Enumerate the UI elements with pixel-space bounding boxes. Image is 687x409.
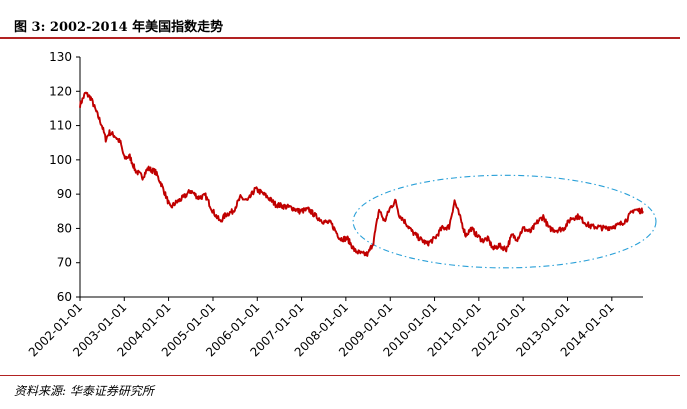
y-tick-label: 130 <box>49 50 72 64</box>
highlight-ellipse-layer <box>352 174 657 269</box>
y-tick-label: 100 <box>49 153 72 167</box>
source-note: 资料来源: 华泰证券研究所 <box>14 384 154 398</box>
y-tick-label: 120 <box>49 84 72 98</box>
title-divider <box>0 37 680 39</box>
y-tick-label: 110 <box>49 119 72 133</box>
highlight-ellipse <box>352 174 657 269</box>
chart-axes: 607080901001101201302002-01-012003-01-01… <box>26 50 643 359</box>
series-line <box>79 91 644 257</box>
chart-canvas: 607080901001101201302002-01-012003-01-01… <box>26 50 657 359</box>
chart-title: 图 3: 2002-2014 年美国指数走势 <box>14 20 224 35</box>
y-tick-label: 60 <box>57 290 72 304</box>
footer-divider <box>0 375 680 376</box>
y-tick-label: 90 <box>57 187 72 201</box>
y-tick-label: 80 <box>57 221 72 235</box>
series-layer <box>79 91 644 257</box>
y-tick-label: 70 <box>57 256 72 270</box>
